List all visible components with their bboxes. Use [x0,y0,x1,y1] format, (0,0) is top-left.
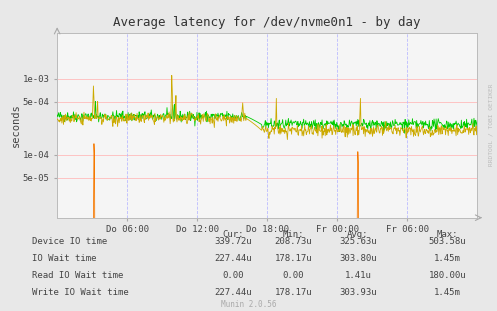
Text: 227.44u: 227.44u [215,288,252,297]
Text: 0.00: 0.00 [282,271,304,280]
Text: 325.63u: 325.63u [339,237,377,245]
Text: IO Wait time: IO Wait time [32,254,97,262]
Text: 503.58u: 503.58u [428,237,466,245]
Text: RRDTOOL / TOBI OETIKER: RRDTOOL / TOBI OETIKER [489,83,494,166]
Text: 303.80u: 303.80u [339,254,377,262]
Text: 227.44u: 227.44u [215,254,252,262]
Text: 1.45m: 1.45m [434,288,461,297]
Text: Avg:: Avg: [347,230,369,239]
Text: Cur:: Cur: [223,230,245,239]
Text: Read IO Wait time: Read IO Wait time [32,271,124,280]
Text: 1.41u: 1.41u [344,271,371,280]
Text: 303.93u: 303.93u [339,288,377,297]
Text: Min:: Min: [282,230,304,239]
Text: Munin 2.0.56: Munin 2.0.56 [221,300,276,309]
Text: 0.00: 0.00 [223,271,245,280]
Text: Max:: Max: [436,230,458,239]
Text: 178.17u: 178.17u [274,254,312,262]
Text: Device IO time: Device IO time [32,237,107,245]
Text: 178.17u: 178.17u [274,288,312,297]
Y-axis label: seconds: seconds [11,103,21,147]
Text: 1.45m: 1.45m [434,254,461,262]
Text: Write IO Wait time: Write IO Wait time [32,288,129,297]
Text: 180.00u: 180.00u [428,271,466,280]
Title: Average latency for /dev/nvme0n1 - by day: Average latency for /dev/nvme0n1 - by da… [113,16,421,29]
Text: 208.73u: 208.73u [274,237,312,245]
Text: 339.72u: 339.72u [215,237,252,245]
